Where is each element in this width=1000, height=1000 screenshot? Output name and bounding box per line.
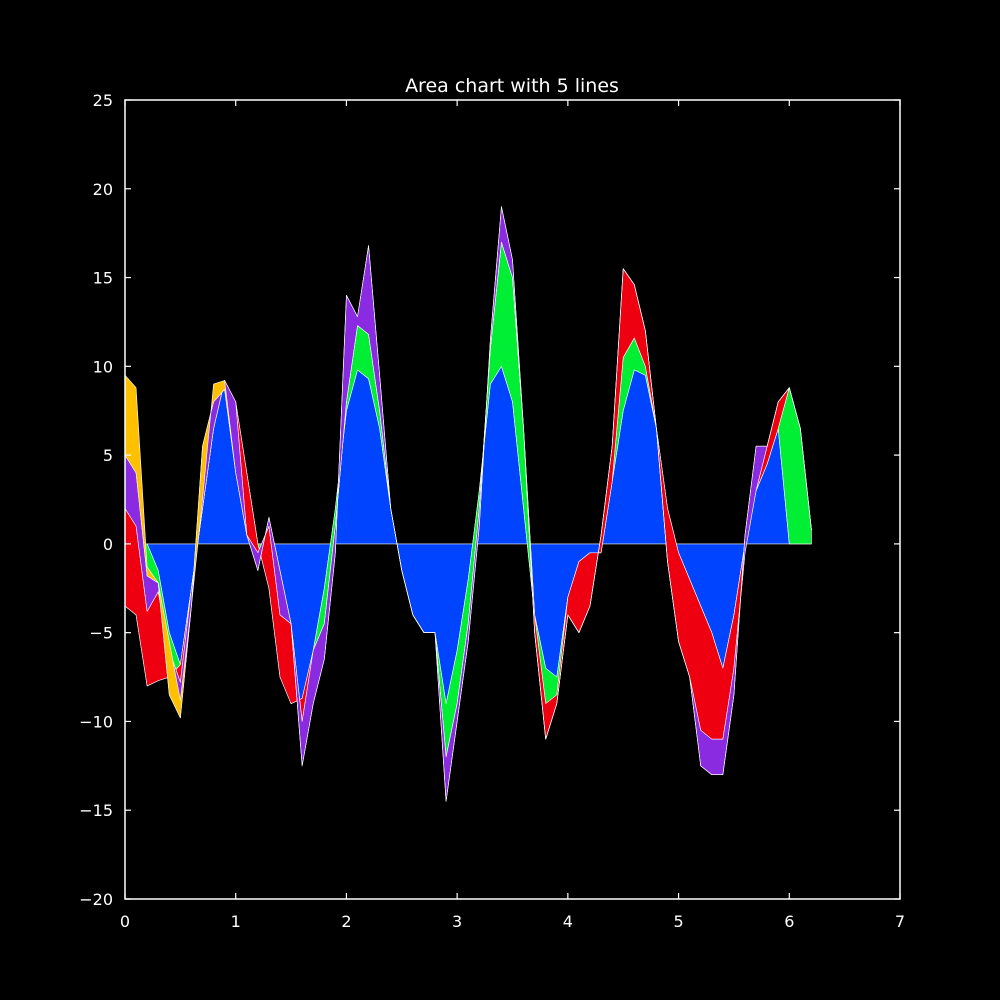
chart-title: Area chart with 5 lines xyxy=(405,75,619,97)
y-tick-label: 20 xyxy=(93,180,113,199)
y-tick-label: −10 xyxy=(79,712,113,731)
y-tick-label: 25 xyxy=(93,91,113,110)
y-tick-label: −15 xyxy=(79,801,113,820)
y-tick-label: 5 xyxy=(103,446,113,465)
y-tick-label: 0 xyxy=(103,535,113,554)
areas-layer xyxy=(124,206,812,802)
y-tick-label: 10 xyxy=(93,357,113,376)
x-tick-label: 7 xyxy=(895,912,905,931)
area-series-5 xyxy=(124,206,812,802)
x-tick-label: 4 xyxy=(563,912,573,931)
y-tick-label: −5 xyxy=(89,624,113,643)
x-tick-label: 6 xyxy=(784,912,794,931)
axes-frame xyxy=(124,99,901,900)
axes-layer: 0 1 2 3 4 5 6 7 −20 −15 −10 −5 0 5 10 15 20 25 xyxy=(79,91,905,931)
x-tick-label: 5 xyxy=(673,912,683,931)
x-tick-label: 3 xyxy=(452,912,462,931)
x-tick-label: 1 xyxy=(231,912,241,931)
y-tick-label: 15 xyxy=(93,269,113,288)
y-tick-label: −20 xyxy=(79,890,113,909)
x-tick-label: 0 xyxy=(120,912,130,931)
x-tick-label: 2 xyxy=(341,912,351,931)
